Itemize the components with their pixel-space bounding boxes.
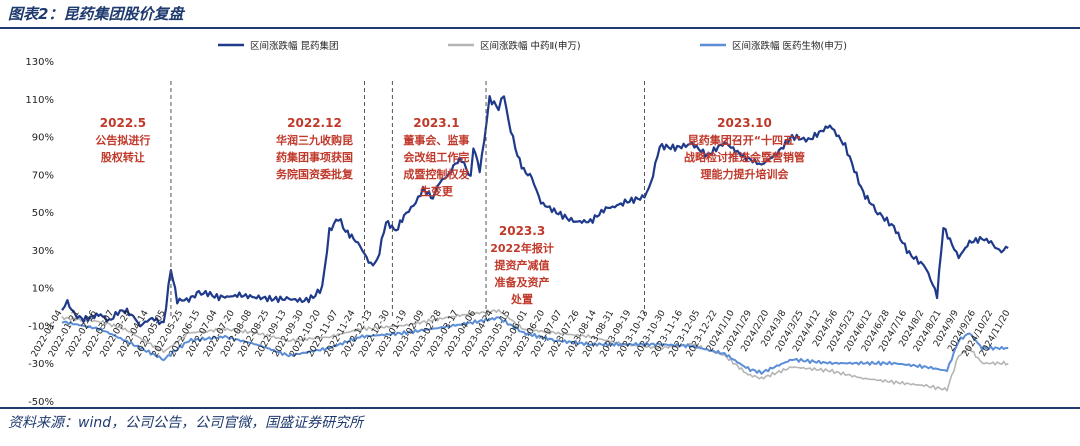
event-text-label: 华润三九收购昆 bbox=[276, 133, 353, 147]
y-tick-label: -50% bbox=[28, 397, 54, 406]
event-text-label: 会改组工作完 bbox=[403, 150, 469, 164]
event-text-label: 昆药集团召开“十四五” bbox=[688, 133, 801, 147]
event-text-label: 战略检讨推进会暨营销管 bbox=[684, 150, 805, 164]
y-tick-label: 70% bbox=[32, 170, 54, 181]
event-text-label: 董事会、监事 bbox=[403, 133, 469, 147]
y-tick-group: 130% 110% 90% 70% 50% 30% 10% -10% -30% -50% bbox=[25, 57, 54, 406]
event-text-label: 股权转让 bbox=[101, 150, 145, 164]
chart: 130% 110% 90% 70% 50% 30% 10% -10% -30% -50% 区间涨跌… bbox=[25, 40, 1013, 406]
y-tick-label: -10% bbox=[28, 321, 54, 332]
y-tick-label: 130% bbox=[25, 57, 54, 68]
event-text-label: 理能力提升培训会 bbox=[700, 167, 789, 181]
series-line bbox=[61, 95, 1009, 328]
event-date-label: 2023.10 bbox=[717, 116, 772, 130]
event-text-label: 提资产减值 bbox=[495, 258, 550, 272]
y-tick-label: 50% bbox=[32, 208, 54, 219]
y-tick-label: -30% bbox=[28, 359, 54, 370]
event-date-label: 2023.3 bbox=[499, 224, 545, 238]
event-date-label: 2023.1 bbox=[413, 116, 459, 130]
figure-title: 图表2：昆药集团股价复盘 bbox=[8, 5, 184, 23]
y-tick-label: 10% bbox=[32, 284, 54, 295]
legend-label: 区间涨跌幅 昆药集团 bbox=[250, 40, 339, 52]
series-line bbox=[61, 308, 1009, 392]
x-tick-group: 2022-01-042022-01-212022-02-162022-03-07… bbox=[30, 308, 1013, 359]
y-tick-label: 90% bbox=[32, 133, 54, 144]
bottom-rule bbox=[0, 407, 1080, 409]
event-text-label: 务院国资委批复 bbox=[276, 167, 354, 181]
series-line bbox=[61, 316, 1009, 375]
event-text-label: 成暨控制权发 bbox=[403, 167, 470, 181]
event-text-label: 生变更 bbox=[420, 184, 454, 198]
event-text-label: 药集团事项获国 bbox=[276, 150, 353, 164]
event-text-label: 2022年报计 bbox=[490, 241, 554, 255]
legend-label: 区间涨跌幅 中药Ⅱ(申万) bbox=[480, 40, 581, 52]
top-rule bbox=[0, 27, 1080, 29]
y-tick-label: 110% bbox=[25, 95, 54, 106]
source-note: 资料来源：wind，公司公告，公司官微，国盛证券研究所 bbox=[8, 415, 364, 431]
legend-label: 区间涨跌幅 医药生物(申万) bbox=[732, 40, 847, 52]
event-date-label: 2022.5 bbox=[100, 116, 146, 130]
legend: 区间涨跌幅 昆药集团 区间涨跌幅 中药Ⅱ(申万) 区间涨跌幅 医药生物(申万) bbox=[218, 40, 847, 52]
event-text-label: 公告拟进行 bbox=[95, 133, 150, 147]
event-text-label: 处置 bbox=[510, 292, 533, 306]
event-text-label: 准备及资产 bbox=[495, 275, 550, 289]
series-group bbox=[61, 95, 1009, 392]
y-tick-label: 30% bbox=[32, 246, 54, 257]
event-date-label: 2022.12 bbox=[287, 116, 342, 130]
